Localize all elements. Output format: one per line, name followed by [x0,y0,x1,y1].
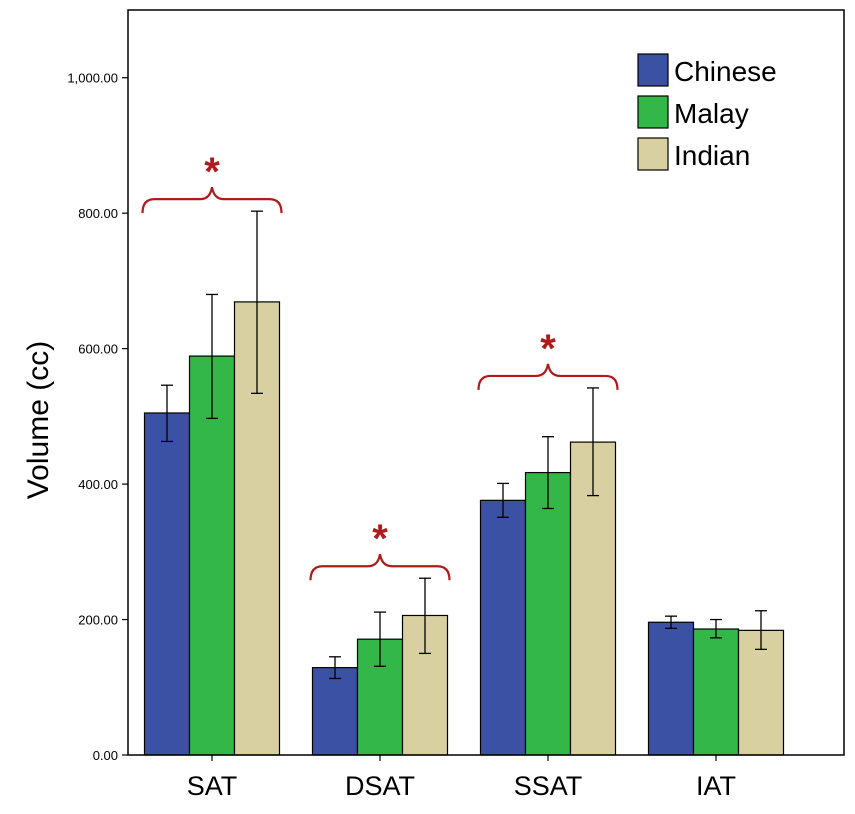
bars-layer [143,301,785,756]
y-tick-label-4: 800.00 [78,206,118,221]
legend: Chinese Malay Indian [637,53,777,171]
y-axis-title: Volume (cc) [22,341,55,499]
legend-label-malay: Malay [674,98,749,129]
bar-indian-dsat [401,614,449,756]
significance-star-dsat: * [372,517,388,561]
significance-brace-ssat [477,363,619,390]
y-tick-label-5: 1,000.00 [67,71,118,86]
bar-malay-sat [188,355,236,756]
y-tick-label-2: 400.00 [78,477,118,492]
x-tick-label-dsat: DSAT [345,771,415,801]
bar-chinese-dsat [311,667,359,756]
significance-brace-dsat [309,554,451,581]
x-tick-label-sat: SAT [187,771,238,801]
y-tick-label-3: 600.00 [78,342,118,357]
legend-swatch-chinese [637,53,669,87]
x-tick-label-ssat: SSAT [514,771,583,801]
bar-indian-iat [737,629,785,756]
bar-chinese-iat [647,621,695,756]
y-tick-label-0: 0.00 [93,748,118,763]
x-axis-labels: SAT DSAT SSAT IAT [187,755,736,801]
y-tick-label-1: 200.00 [78,613,118,628]
plot-area-frame [127,9,845,756]
significance-star-ssat: * [540,327,556,371]
legend-label-indian: Indian [674,140,750,171]
legend-swatch-indian [637,137,669,171]
legend-swatch-malay [637,95,669,129]
bar-chinese-sat [143,412,191,756]
bar-malay-iat [692,628,740,756]
error-bars-layer [161,210,767,680]
legend-label-chinese: Chinese [674,56,777,87]
x-tick-label-iat: IAT [696,771,736,801]
significance-star-sat: * [204,150,220,194]
significance-annotations: * * * [141,150,619,581]
y-axis: 0.00 200.00 400.00 600.00 800.00 1,000.00 [67,71,128,763]
bar-chinese-ssat [479,499,527,756]
significance-brace-sat [141,186,283,214]
bar-malay-ssat [524,471,572,756]
